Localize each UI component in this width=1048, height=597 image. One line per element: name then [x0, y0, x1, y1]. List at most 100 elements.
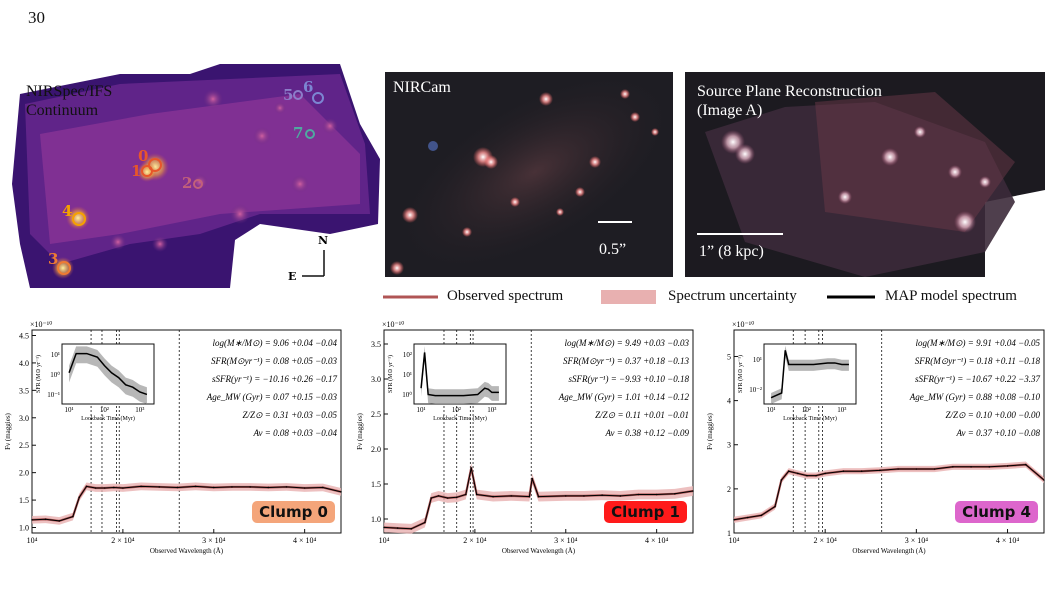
stat-0: log(M∗/M⊙) = 9.91 +0.04 −0.05	[915, 338, 1040, 348]
nircam-image	[390, 75, 670, 275]
inset-x-tick-label: 10²	[452, 406, 461, 414]
spectrum-point	[537, 495, 540, 498]
y-tick-label: 3.5	[371, 340, 381, 349]
x-tick-label: 4 × 10⁴	[293, 536, 317, 545]
spectrum-point	[140, 485, 142, 488]
spectrum-point	[760, 514, 763, 517]
spectrum-point	[1006, 465, 1009, 467]
y-tick-label: 1	[727, 529, 731, 538]
stat-2: sSFR(yr⁻¹) = −10.16 +0.26 −0.17	[212, 374, 337, 384]
clump-id-4: 4	[62, 202, 72, 220]
clump-id-1: 1	[131, 162, 141, 180]
spectrum-point	[31, 519, 33, 521]
clump-id-7: 7	[293, 124, 303, 142]
spectrum-point	[1043, 479, 1045, 481]
spectrum-svg: ×10⁻¹⁰ 1 2 3 4 5 10⁴ 2 × 10⁴ 3 × 10⁴ 4 × 10⁴ Obser…	[706, 320, 1045, 555]
y-tick-label: 2.0	[19, 469, 29, 478]
clump-marker-6	[312, 92, 324, 104]
spectrum-point	[475, 493, 478, 496]
stat-1: SFR(M⊙yr⁻¹) = 0.08 +0.05 −0.03	[211, 356, 337, 366]
inset-y-tick-label: 10⁻¹	[47, 391, 60, 399]
inset-x-tick-label: 10³	[135, 406, 144, 414]
spectrum-point	[285, 486, 288, 488]
legend-model: MAP model spectrum	[885, 288, 1017, 304]
x-axis-label: Observed Wavelength (Å)	[502, 547, 576, 555]
spectrum-point	[842, 470, 845, 473]
model-spectrum-line	[31, 485, 342, 522]
spectrum-point	[396, 527, 399, 529]
spectrum-point	[528, 495, 531, 498]
clump-marker-0	[148, 158, 162, 172]
clump-marker-2	[193, 179, 203, 189]
plot-frame	[383, 329, 694, 534]
spectrum-point	[44, 518, 47, 521]
source-plane-panel: Source Plane Reconstruction (Image A) 1”…	[685, 72, 1045, 277]
spectrum-point	[897, 468, 899, 470]
spectrum-point	[510, 495, 513, 497]
inset-sfh-line	[420, 352, 499, 397]
x-tick-label: 4 × 10⁴	[645, 536, 669, 545]
spectrum-point	[231, 486, 233, 488]
spectrum-point	[797, 472, 799, 475]
stat-3: Age_MW (Gyr) = 1.01 +0.14 −0.12	[558, 392, 690, 402]
spectrum-point	[674, 493, 676, 495]
spectrum-point	[72, 515, 74, 518]
inset-sfh-line	[770, 350, 849, 399]
legend-uncertainty: Spectrum uncertainty	[668, 288, 797, 304]
clump-id-0: 0	[138, 147, 148, 165]
spectrum-point	[112, 486, 115, 489]
inset-x-label: Lookback Time (Myr)	[433, 415, 487, 422]
stat-4: Z/Z⊙ = 0.10 +0.00 −0.00	[945, 410, 1040, 420]
spectrum-point	[249, 486, 251, 488]
x-tick-label: 10⁴	[27, 536, 38, 545]
spectrum-point	[78, 496, 81, 499]
spectrum-point	[103, 487, 106, 489]
spectrum-point	[194, 485, 197, 488]
spectrum-point	[424, 521, 426, 524]
legend-observed: Observed spectrum	[447, 288, 564, 304]
source-plane-scale-label: 1” (8 kpc)	[699, 243, 764, 260]
y-tick-label: 1.0	[371, 515, 381, 524]
spectrum-point	[879, 469, 881, 472]
inset-y-label: SFR (M⊙ yr⁻¹)	[35, 355, 42, 393]
x-tick-label: 10⁴	[379, 536, 390, 545]
inset-band	[69, 346, 147, 404]
inset-y-tick-label: 10⁰	[402, 391, 412, 399]
inset-y-label: SFR (M⊙ yr⁻¹)	[387, 355, 394, 393]
clump-id-6: 6	[303, 78, 313, 96]
spectrum-point	[780, 479, 783, 481]
spectrum-point	[815, 474, 817, 477]
clump-id-2: 2	[182, 174, 192, 192]
nirspec-panel: 0 1 2 3 4 5 6 7 N E NIRSpec/IFS Continuu…	[0, 64, 380, 288]
compass-east: E	[288, 270, 296, 283]
spectrum-point	[58, 520, 61, 522]
spectrum-point	[455, 496, 458, 499]
stat-3: Age_MW (Gyr) = 0.88 +0.08 −0.10	[909, 392, 1041, 402]
x-axis-label: Observed Wavelength (Å)	[852, 547, 926, 555]
spectrum-point	[340, 491, 342, 493]
y-tick-label: 3.5	[19, 386, 29, 395]
y-tick-label: 1.0	[19, 524, 29, 533]
spectrum-point	[564, 495, 567, 497]
spectrum-svg: ×10⁻¹⁰ 1.0 1.5 2.0 2.5 3.0 3.5 10⁴ 2 × 10⁴ 3 × 10…	[356, 320, 694, 555]
spectrum-plot-clump-1: ×10⁻¹⁰ 1.0 1.5 2.0 2.5 3.0 3.5 10⁴ 2 × 10⁴ 3 × 10…	[352, 316, 697, 561]
x-tick-label: 3 × 10⁴	[202, 536, 226, 545]
stat-1: SFR(M⊙yr⁻¹) = 0.37 +0.18 −0.13	[563, 356, 689, 366]
inset-y-tick-label: 10¹	[403, 371, 412, 379]
inset-y-tick-label: 10²	[403, 351, 412, 359]
spectrum-point	[85, 485, 88, 488]
clump-marker-7	[305, 129, 315, 139]
stat-4: Z/Z⊙ = 0.31 +0.03 −0.05	[242, 410, 337, 420]
nircam-scale-label: 0.5”	[599, 241, 627, 258]
spectrum-point	[410, 528, 413, 530]
stat-2: sSFR(yr⁻¹) = −9.93 +0.10 −0.18	[569, 374, 690, 384]
plot-frame	[733, 329, 1045, 534]
model-spectrum-line	[383, 467, 694, 530]
spectrum-point	[860, 470, 863, 473]
spectrum-point	[122, 487, 124, 489]
x-tick-label: 2 × 10⁴	[463, 536, 487, 545]
spectrum-point	[94, 487, 97, 489]
spectrum-point	[655, 493, 658, 496]
